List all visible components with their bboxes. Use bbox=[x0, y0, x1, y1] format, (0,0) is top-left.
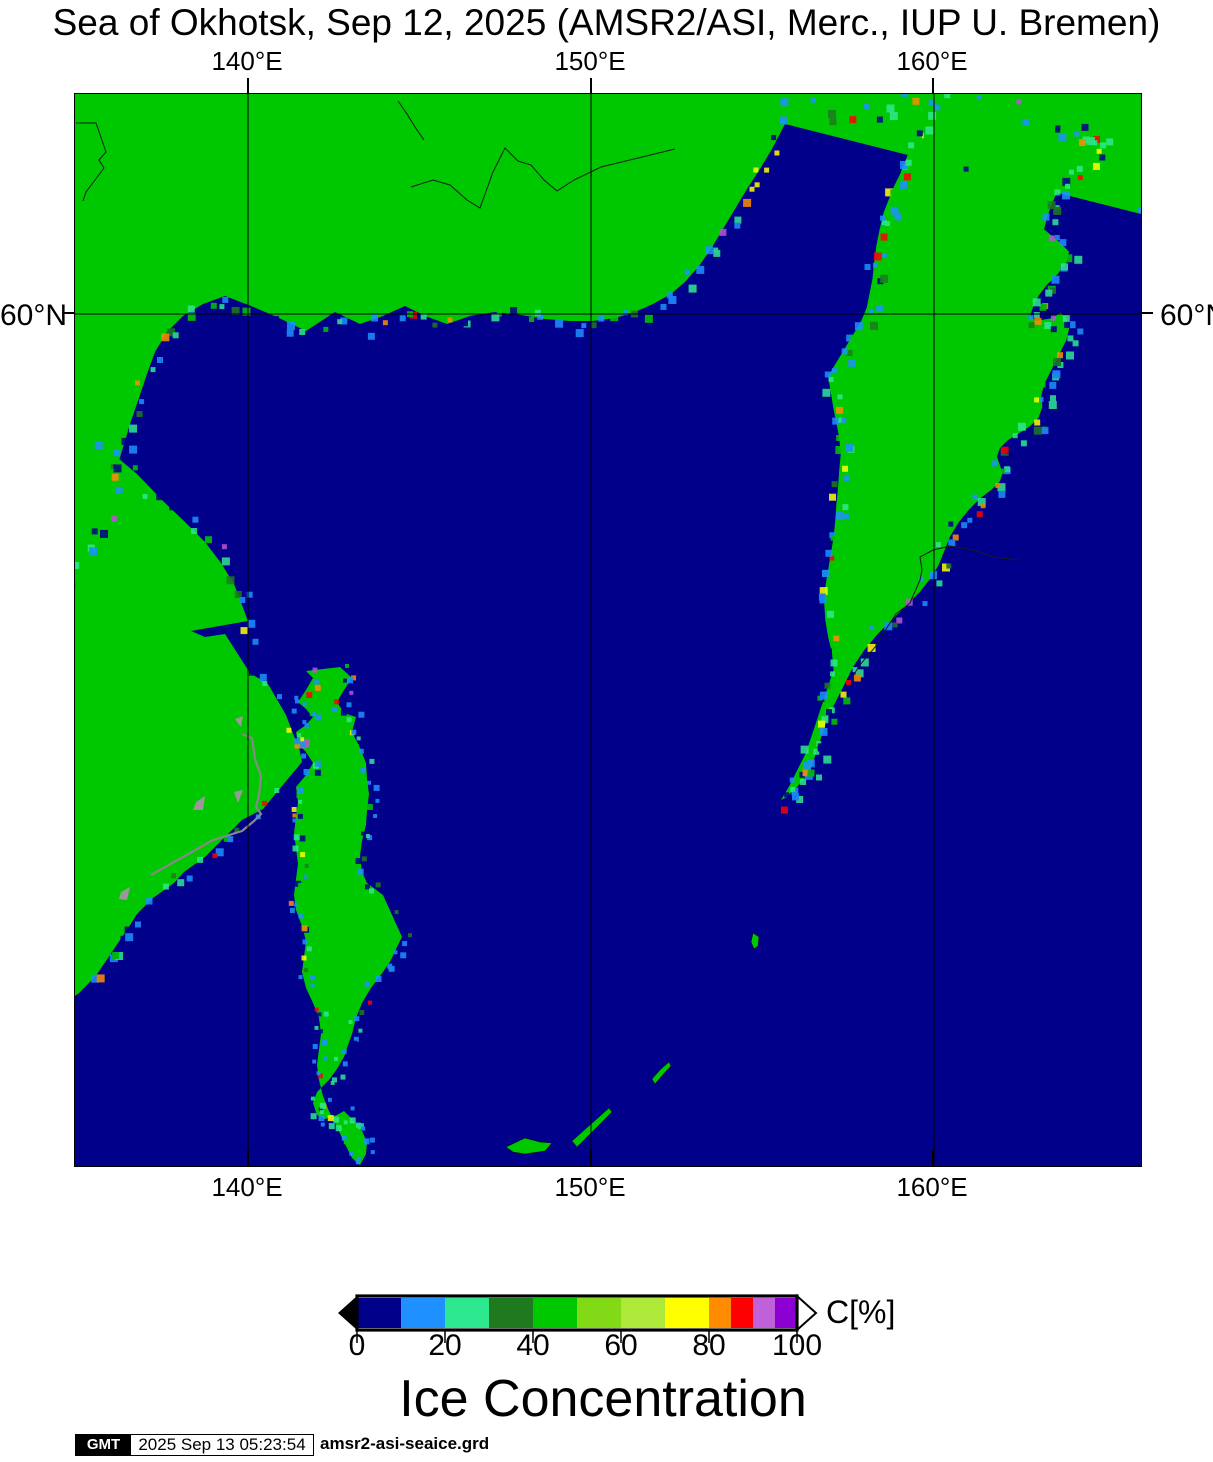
svg-text:0: 0 bbox=[349, 1329, 366, 1362]
svg-text:20: 20 bbox=[428, 1329, 461, 1362]
svg-text:80: 80 bbox=[692, 1329, 725, 1362]
svg-text:Ice Concentration: Ice Concentration bbox=[399, 1370, 807, 1428]
svg-text:100: 100 bbox=[772, 1329, 822, 1362]
svg-text:40: 40 bbox=[516, 1329, 549, 1362]
svg-text:C[%]: C[%] bbox=[826, 1294, 895, 1330]
svg-text:60: 60 bbox=[604, 1329, 637, 1362]
